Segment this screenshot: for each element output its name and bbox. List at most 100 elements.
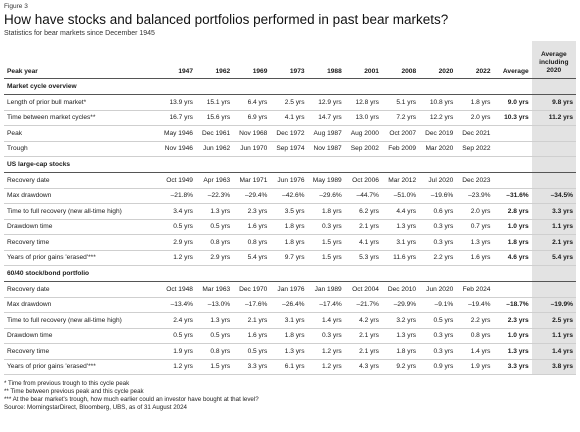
table-row: Max drawdown –21.8% –22.3% –29.4% –42.6% –29.… [4, 188, 576, 204]
section-header-row: Market cycle overview [4, 78, 576, 95]
table-cell: Mar 1963 [195, 281, 234, 298]
section-highlight-cell [531, 78, 576, 95]
column-header: Average [502, 68, 529, 75]
table-cell: Nov 1946 [158, 141, 196, 157]
average-cell: 1.0 yrs [493, 328, 532, 344]
table-cell: 0.7 yrs [456, 219, 494, 235]
table-cell: 4.1 yrs [270, 110, 308, 126]
table-cell: –19.6% [419, 188, 457, 204]
table-cell: Dec 1972 [270, 125, 308, 142]
table-cell: 0.3 yrs [419, 328, 457, 344]
table-cell: –22.3% [195, 188, 234, 204]
row-label: Recovery time [4, 343, 159, 360]
row-label: Drawdown time [4, 328, 159, 344]
average-incl-2020-cell: 2.5 yrs [531, 312, 576, 329]
table-row: Trough Nov 1946 Jun 1962 Jun 1970 Sep 1974 No… [4, 141, 576, 157]
table-cell: –51.0% [381, 188, 420, 204]
table-cell: 5.3 yrs [344, 250, 382, 266]
figure-label: Figure 3 [4, 3, 28, 10]
average-cell: 1.8 yrs [493, 234, 532, 251]
average-cell: –18.7% [493, 297, 532, 313]
table-cell: –29.6% [307, 188, 345, 204]
table-cell: 4.3 yrs [344, 359, 382, 375]
table-cell: 4.1 yrs [344, 234, 382, 251]
table-cell: 1.9 yrs [456, 359, 494, 375]
column-header: 2022 [475, 68, 491, 75]
table-cell: 4.4 yrs [381, 203, 420, 220]
column-header: 2020 [438, 68, 454, 75]
average-incl-2020-cell: 9.8 yrs [531, 94, 576, 111]
table-cell: May 1989 [307, 172, 345, 189]
subtitle: Statistics for bear markets since Decemb… [4, 30, 155, 37]
section-highlight-cell [531, 156, 576, 173]
table-cell: 0.5 yrs [158, 328, 196, 344]
table-cell: 16.7 yrs [158, 110, 196, 126]
table-cell: Dec 1970 [233, 281, 271, 298]
table-cell: –13.4% [158, 297, 196, 313]
table-cell: 2.1 yrs [344, 328, 382, 344]
average-incl-2020-cell: 2.1 yrs [531, 234, 576, 251]
table-cell: –29.9% [381, 297, 420, 313]
table-cell: –21.8% [158, 188, 196, 204]
table-cell: 1.2 yrs [158, 250, 196, 266]
table-cell: Jun 2020 [419, 281, 457, 298]
table-cell: 0.3 yrs [307, 328, 345, 344]
table-cell: 1.3 yrs [195, 203, 234, 220]
column-header: 1947 [178, 68, 193, 75]
table-cell: Aug 2000 [344, 125, 382, 142]
average-incl-2020-cell: 11.2 yrs [531, 110, 576, 126]
bear-market-table: Peak year 1947 1962 1969 1973 1988 2001 … [4, 41, 576, 375]
section-title: 60/40 stock/bond portfolio [4, 265, 532, 282]
page-title: How have stocks and balanced portfolios … [4, 12, 449, 27]
table-cell: 1.8 yrs [270, 328, 308, 344]
table-cell: Dec 2019 [419, 125, 457, 142]
footnote: * Time from previous trough to this cycl… [4, 380, 130, 387]
table-cell: 1.5 yrs [307, 250, 345, 266]
row-label: Drawdown time [4, 219, 159, 235]
table-cell: 1.4 yrs [307, 312, 345, 329]
table-cell: 6.1 yrs [270, 359, 308, 375]
table-row: Drawdown time 0.5 yrs 0.5 yrs 1.6 yrs 1.8 yr… [4, 328, 576, 344]
table-cell: Mar 2020 [419, 141, 457, 157]
table-cell: 2.2 yrs [456, 312, 494, 329]
average-incl-2020-cell: 3.3 yrs [531, 203, 576, 220]
table-cell: Mar 1971 [233, 172, 271, 189]
row-label: Recovery time [4, 234, 159, 251]
table-row: Recovery date Oct 1949 Apr 1963 Mar 1971 Jun… [4, 172, 576, 189]
table-row: Peak May 1946 Dec 1961 Nov 1968 Dec 1972 Aug … [4, 125, 576, 142]
table-cell: 5.4 yrs [233, 250, 271, 266]
table-cell: 1.5 yrs [307, 234, 345, 251]
table-cell: 2.9 yrs [158, 234, 196, 251]
table-cell: Feb 2024 [456, 281, 494, 298]
row-label: Years of prior gains 'erased'*** [4, 250, 159, 266]
table-cell: 1.5 yrs [195, 359, 234, 375]
table-cell: 2.0 yrs [456, 203, 494, 220]
table-cell: –9.1% [419, 297, 457, 313]
section-title: US large-cap stocks [4, 156, 532, 173]
table-row: Years of prior gains 'erased'*** 1.2 yrs 1… [4, 359, 576, 375]
average-incl-2020-cell: 1.1 yrs [531, 219, 576, 235]
table-cell: Apr 1963 [195, 172, 234, 189]
table-cell: Dec 2021 [456, 125, 494, 142]
table-cell: 1.4 yrs [456, 343, 494, 360]
table-cell: 1.2 yrs [307, 343, 345, 360]
table-cell: Oct 2006 [344, 172, 382, 189]
table-row: Time to full recovery (new all-time high… [4, 203, 576, 220]
table-cell: May 1946 [158, 125, 196, 142]
table-cell: 0.3 yrs [419, 219, 457, 235]
column-header: Peak year [7, 68, 38, 75]
table-cell: 1.3 yrs [195, 312, 234, 329]
table-body: Market cycle overview Length of prior bul… [4, 78, 576, 375]
column-header: 2001 [364, 68, 379, 75]
table-cell: 0.3 yrs [419, 343, 457, 360]
table-cell: Sep 2002 [344, 141, 382, 157]
table-cell: 2.5 yrs [270, 94, 308, 111]
table-cell: 0.8 yrs [195, 234, 234, 251]
table-cell: –13.0% [195, 297, 234, 313]
row-label: Peak [4, 125, 159, 142]
table-cell: 0.5 yrs [195, 328, 234, 344]
table-cell: 0.8 yrs [233, 234, 271, 251]
table-row: Years of prior gains 'erased'*** 1.2 yrs 2… [4, 250, 576, 266]
table-cell: 1.3 yrs [381, 328, 420, 344]
table-cell: 0.3 yrs [307, 219, 345, 235]
